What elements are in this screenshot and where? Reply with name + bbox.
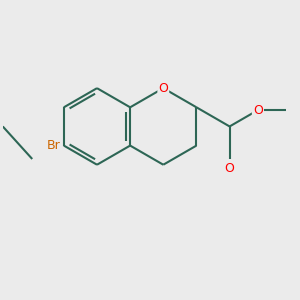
Text: Br: Br — [46, 139, 60, 152]
Text: O: O — [253, 104, 263, 117]
Text: O: O — [158, 82, 168, 95]
Text: O: O — [225, 162, 235, 175]
